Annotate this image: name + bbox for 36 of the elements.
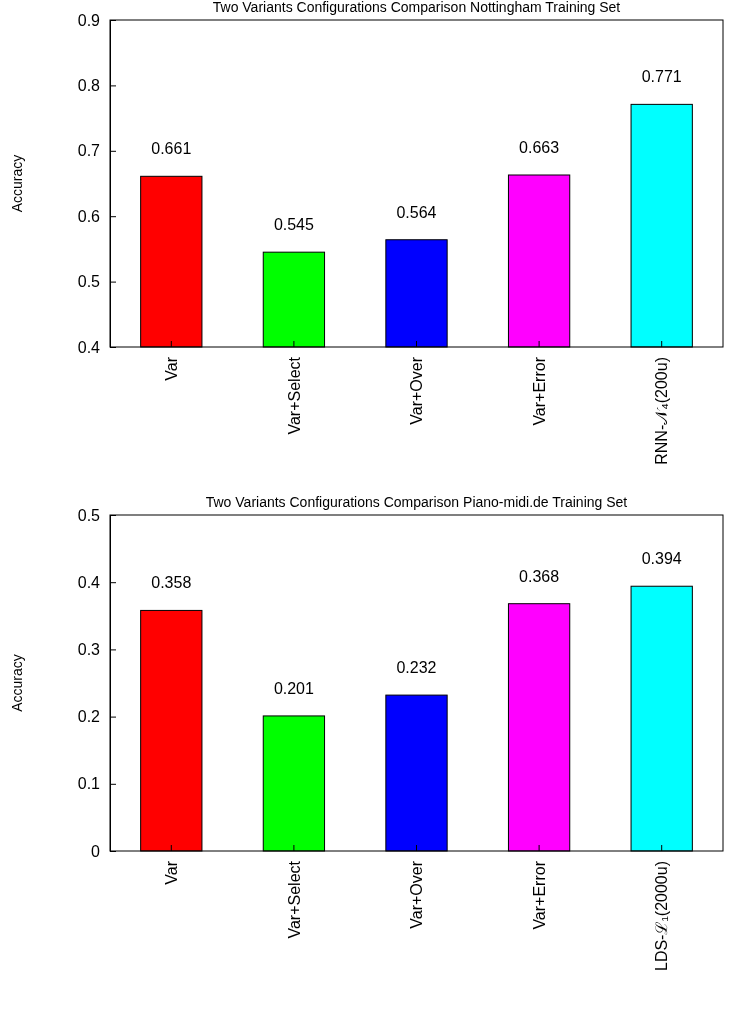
data-label: 0.545 bbox=[273, 216, 315, 234]
data-label: 0.358 bbox=[151, 574, 192, 592]
data-label: 0.771 bbox=[641, 68, 682, 86]
y-tick-label: 0.3 bbox=[77, 641, 101, 659]
data-label: 0.201 bbox=[273, 679, 315, 697]
y-tick-label: 0.5 bbox=[77, 273, 101, 291]
x-tick-label: Var+Select bbox=[285, 356, 303, 435]
chart-title: Two Variants Configurations Comparison Nottingham Training Set bbox=[212, 0, 621, 15]
chart-title: Two Variants Configurations Comparison Piano-midi.de Training Set bbox=[205, 494, 628, 510]
x-tick-label: Var+Over bbox=[408, 860, 426, 929]
data-label: 0.368 bbox=[519, 567, 560, 585]
y-tick-label: 0.7 bbox=[77, 142, 101, 160]
y-axis-title: Accuracy bbox=[9, 654, 25, 712]
y-tick-label: 0.6 bbox=[77, 207, 101, 225]
data-label: 0.663 bbox=[519, 139, 560, 156]
x-tick-label: LDS-ℒ₁(2000u) bbox=[653, 861, 671, 971]
data-label: 0.232 bbox=[396, 659, 437, 677]
x-tick-label: Var+Error bbox=[530, 356, 548, 426]
x-tick-label: RNN-𝒩₄(200u) bbox=[653, 357, 671, 465]
y-tick-label: 0.9 bbox=[77, 11, 101, 29]
x-tick-label: Var bbox=[162, 356, 180, 381]
x-tick-label: Var+Select bbox=[285, 860, 303, 939]
y-tick-label: 0.4 bbox=[77, 573, 101, 591]
data-label: 0.661 bbox=[151, 140, 192, 158]
x-tick-label: Var bbox=[162, 860, 180, 885]
y-tick-label: 0.8 bbox=[77, 77, 101, 95]
y-tick-label: 0 bbox=[91, 842, 101, 860]
data-label: 0.394 bbox=[641, 550, 682, 568]
y-tick-label: 0.1 bbox=[77, 775, 101, 793]
y-tick-label: 0.4 bbox=[77, 338, 101, 356]
y-tick-label: 0.5 bbox=[77, 506, 101, 524]
x-tick-label: Var+Over bbox=[408, 356, 426, 425]
x-tick-label: Var+Error bbox=[530, 860, 548, 930]
data-label: 0.564 bbox=[396, 203, 437, 221]
y-tick-label: 0.2 bbox=[77, 708, 101, 726]
y-axis-title: Accuracy bbox=[9, 154, 25, 213]
